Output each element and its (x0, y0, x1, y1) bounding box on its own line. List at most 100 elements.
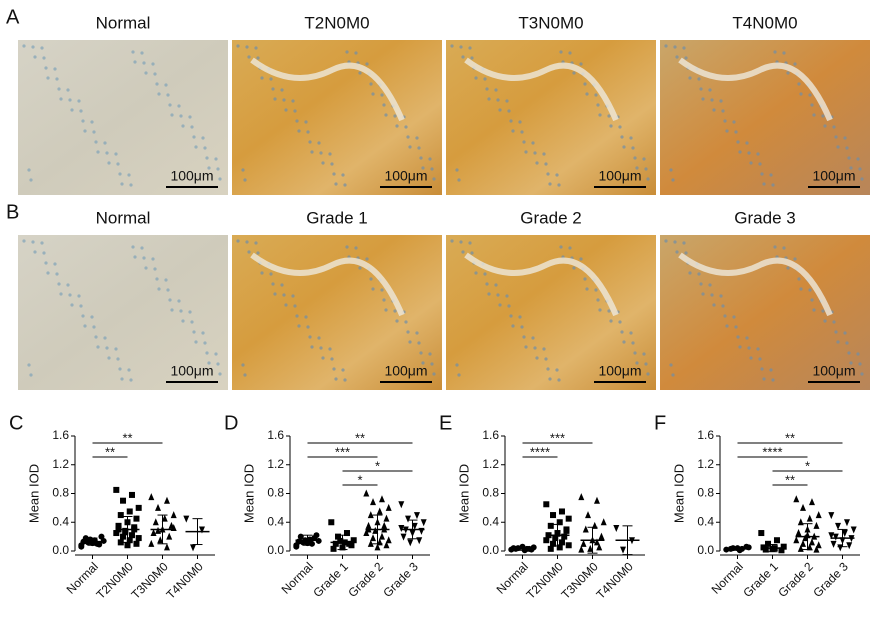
nucleus (710, 98, 714, 102)
nucleus (334, 182, 338, 186)
scale-bar-label: 100μm (598, 363, 641, 379)
panel-letter: C (9, 412, 23, 434)
data-point (420, 519, 427, 527)
nucleus (371, 92, 375, 96)
nucleus (419, 156, 423, 160)
nucleus (29, 373, 33, 377)
data-point (563, 527, 570, 534)
nucleus (732, 120, 736, 124)
y-tick-label: 0.4 (267, 514, 284, 528)
nucleus (90, 315, 94, 319)
nucleus (771, 183, 775, 187)
nucleus (260, 76, 264, 80)
significance-label: ** (122, 430, 132, 445)
data-point (843, 519, 850, 527)
nucleus (522, 335, 526, 339)
nucleus (598, 113, 602, 117)
nucleus (245, 45, 249, 49)
data-point (335, 533, 342, 540)
nucleus (843, 331, 847, 335)
nucleus (328, 152, 332, 156)
nucleus (732, 315, 736, 319)
nucleus (723, 314, 727, 318)
nucleus (708, 283, 712, 287)
nucleus (44, 261, 48, 265)
nucleus (203, 341, 207, 345)
data-point (124, 542, 131, 549)
nucleus (92, 325, 96, 329)
nucleus (284, 108, 288, 112)
nucleus (496, 98, 500, 102)
nucleus (675, 250, 679, 254)
scale-bar-label: 100μm (170, 168, 213, 184)
nucleus (96, 345, 100, 349)
data-point (806, 543, 813, 551)
nucleus (712, 108, 716, 112)
panel-title: Grade 1 (306, 208, 367, 227)
nucleus (216, 362, 220, 366)
nucleus (747, 151, 751, 155)
nucleus (646, 372, 650, 376)
nucleus (90, 120, 94, 124)
nucleus (142, 256, 146, 260)
data-point (330, 545, 337, 552)
data-point (593, 496, 600, 504)
nucleus (511, 129, 515, 133)
nucleus (548, 182, 552, 186)
nucleus (671, 373, 675, 377)
nucleus (559, 50, 563, 54)
data-point (416, 537, 423, 545)
nucleus (127, 368, 131, 372)
nucleus (579, 62, 583, 66)
nucleus (293, 109, 297, 113)
nucleus (664, 44, 668, 48)
nucleus (531, 141, 535, 145)
nucleus (304, 315, 308, 319)
panel-letter: B (6, 201, 19, 223)
nucleus (295, 314, 299, 318)
nucleus (684, 56, 688, 60)
nucleus (682, 46, 686, 50)
nucleus (646, 177, 650, 181)
nucleus (793, 257, 797, 261)
nucleus (544, 162, 548, 166)
nucleus (190, 125, 194, 129)
nucleus (485, 282, 489, 286)
nucleus (771, 378, 775, 382)
nucleus (308, 335, 312, 339)
y-axis-label: Mean IOD (26, 464, 41, 523)
nucleus (542, 347, 546, 351)
nucleus (57, 282, 61, 286)
nucleus (847, 351, 851, 355)
nucleus (107, 161, 111, 165)
nucleus (522, 140, 526, 144)
nucleus (57, 87, 61, 91)
nucleus (68, 293, 72, 297)
nucleus (164, 83, 168, 87)
data-point (407, 539, 414, 547)
nucleus (142, 61, 146, 65)
nucleus (46, 271, 50, 275)
data-point (830, 540, 837, 548)
data-point (578, 545, 585, 553)
nucleus (77, 99, 81, 103)
data-point (556, 544, 563, 551)
stroma (464, 252, 619, 317)
nucleus (594, 288, 598, 292)
nucleus (797, 277, 801, 281)
data-point (120, 533, 127, 540)
nucleus (782, 246, 786, 250)
data-point (374, 543, 381, 551)
y-tick-label: 1.6 (482, 428, 499, 442)
data-point (835, 522, 842, 530)
nucleus (31, 45, 35, 49)
nucleus (68, 98, 72, 102)
nucleus (365, 257, 369, 261)
nucleus (773, 50, 777, 54)
data-point (780, 543, 787, 550)
data-point (808, 538, 815, 546)
data-point (556, 519, 563, 526)
nucleus (461, 250, 465, 254)
nucleus (116, 357, 120, 361)
nucleus (470, 56, 474, 60)
